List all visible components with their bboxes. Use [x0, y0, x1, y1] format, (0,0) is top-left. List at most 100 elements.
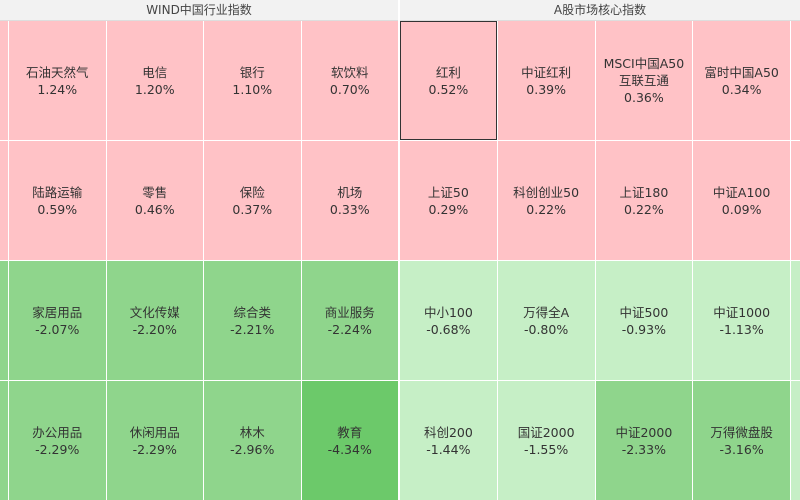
index-name: 零售 [142, 184, 168, 200]
index-cell[interactable]: 电信 1.20% [106, 21, 203, 140]
index-name: 商业服务 [324, 304, 375, 320]
index-cell[interactable]: 林木 -2.96% [204, 381, 301, 500]
index-name: 万得全A [523, 304, 570, 320]
index-name: 机场 [337, 184, 363, 200]
index-change: -2.20% [132, 321, 177, 337]
index-change: 0.22% [624, 201, 664, 217]
index-cell[interactable]: 石油天然气 1.24% [9, 21, 106, 140]
panel-title: WIND中国行业指数 [0, 0, 398, 21]
index-name: 国证2000 [517, 424, 575, 440]
index-change: -1.44% [426, 441, 471, 457]
index-name: 软饮料 [330, 64, 369, 80]
index-cell[interactable]: 中证2000 -2.33% [595, 381, 693, 500]
index-cell[interactable]: 红利 0.52% [400, 21, 497, 140]
index-cell[interactable]: 文化传媒 -2.20% [106, 261, 203, 380]
index-cell[interactable]: 科创创业50 0.22% [497, 141, 595, 260]
index-change: 0.09% [721, 201, 762, 217]
edge-strip [791, 21, 800, 500]
index-cell[interactable]: 教育 -4.34% [301, 381, 398, 500]
index-change: 0.36% [624, 90, 664, 105]
index-name: 万得微盘股 [710, 424, 773, 440]
index-name: 上证180 [619, 184, 669, 200]
cell-grid: 石油天然气 1.24% 电信 1.20% 银行 1.10% 软饮料 0.70% 陆路运输 0.59… [9, 21, 398, 500]
index-cell[interactable]: 中证红利 0.39% [497, 21, 595, 140]
index-change: -1.13% [719, 321, 764, 337]
index-name: MSCI中国A50互联互通 [603, 56, 685, 88]
index-name: 教育 [337, 424, 363, 440]
index-change: -2.29% [35, 441, 80, 457]
index-change: 0.34% [721, 81, 762, 97]
index-change: -4.34% [327, 441, 372, 457]
index-cell[interactable]: 保险 0.37% [204, 141, 301, 260]
panel-title: A股市场核心指数 [400, 0, 800, 21]
index-change: -0.68% [426, 321, 471, 337]
index-change: -0.80% [524, 321, 569, 337]
index-change: 0.22% [526, 201, 566, 217]
index-change: 0.39% [526, 81, 566, 97]
index-name: 中证A100 [712, 184, 771, 200]
index-change: 0.52% [428, 81, 469, 97]
index-name: 综合类 [233, 304, 271, 320]
index-cell[interactable]: 银行 1.10% [204, 21, 301, 140]
index-cell[interactable]: 商业服务 -2.24% [301, 261, 398, 380]
index-change: 0.37% [232, 201, 273, 217]
cell-grid: 红利 0.52% 中证红利 0.39% MSCI中国A50互联互通 0.36% 富时中国A5… [400, 21, 790, 500]
index-change: -3.16% [719, 441, 764, 457]
index-name: 林木 [239, 424, 265, 440]
index-name: 红利 [435, 64, 461, 80]
index-change: 0.29% [428, 201, 469, 217]
index-cell[interactable]: 中证1000 -1.13% [693, 261, 790, 380]
index-cell[interactable]: 中证500 -0.93% [595, 261, 693, 380]
index-change: -2.21% [230, 321, 275, 337]
edge-strip [0, 21, 8, 500]
index-change: 0.59% [37, 201, 78, 217]
index-name: 文化传媒 [129, 304, 180, 320]
index-change: 1.20% [134, 81, 175, 97]
index-name: 富时中国A50 [704, 64, 779, 80]
index-change: -1.55% [524, 441, 569, 457]
panel: A股市场核心指数 红利 0.52% 中证红利 0.39% MSCI中国A50互联互通 0.… [400, 0, 800, 500]
index-change: -2.07% [35, 321, 80, 337]
index-cell[interactable]: 科创200 -1.44% [400, 381, 497, 500]
index-change: -0.93% [621, 321, 666, 337]
index-name: 电信 [142, 64, 168, 80]
index-name: 中小100 [423, 304, 473, 320]
index-name: 上证50 [427, 184, 469, 200]
index-change: 0.70% [329, 81, 370, 97]
index-change: -2.24% [327, 321, 372, 337]
index-cell[interactable]: 机场 0.33% [301, 141, 398, 260]
index-cell[interactable]: 富时中国A50 0.34% [693, 21, 790, 140]
index-cell[interactable]: 上证50 0.29% [400, 141, 497, 260]
index-cell[interactable]: 国证2000 -1.55% [497, 381, 595, 500]
index-cell[interactable]: 零售 0.46% [106, 141, 203, 260]
index-name: 休闲用品 [129, 424, 180, 440]
index-cell[interactable]: 中小100 -0.68% [400, 261, 497, 380]
index-cell[interactable]: 万得全A -0.80% [497, 261, 595, 380]
index-change: 1.24% [37, 81, 78, 97]
index-name: 家居用品 [32, 304, 83, 320]
index-cell[interactable]: 中证A100 0.09% [693, 141, 790, 260]
index-cell[interactable]: 办公用品 -2.29% [9, 381, 106, 500]
index-name: 中证红利 [521, 64, 572, 80]
index-cell[interactable]: 上证180 0.22% [595, 141, 693, 260]
index-cell[interactable]: 休闲用品 -2.29% [106, 381, 203, 500]
index-cell[interactable]: 综合类 -2.21% [204, 261, 301, 380]
index-cell[interactable]: 软饮料 0.70% [301, 21, 398, 140]
index-cell[interactable]: 万得微盘股 -3.16% [693, 381, 790, 500]
index-name: 科创200 [423, 424, 473, 440]
index-change: 1.10% [232, 81, 273, 97]
index-name: 科创创业50 [513, 184, 580, 200]
index-change: -2.96% [230, 441, 275, 457]
index-name: 银行 [239, 64, 265, 80]
index-change: -2.33% [621, 441, 666, 457]
index-name: 石油天然气 [25, 64, 89, 80]
index-name: 中证1000 [713, 304, 771, 320]
index-cell[interactable]: 陆路运输 0.59% [9, 141, 106, 260]
index-name: 保险 [239, 184, 265, 200]
index-cell[interactable]: 家居用品 -2.07% [9, 261, 106, 380]
index-change: 0.33% [329, 201, 370, 217]
index-cell[interactable]: MSCI中国A50互联互通 0.36% [595, 21, 693, 140]
index-change: -2.29% [132, 441, 177, 457]
index-change: 0.46% [134, 201, 175, 217]
index-name: 中证2000 [615, 424, 673, 440]
